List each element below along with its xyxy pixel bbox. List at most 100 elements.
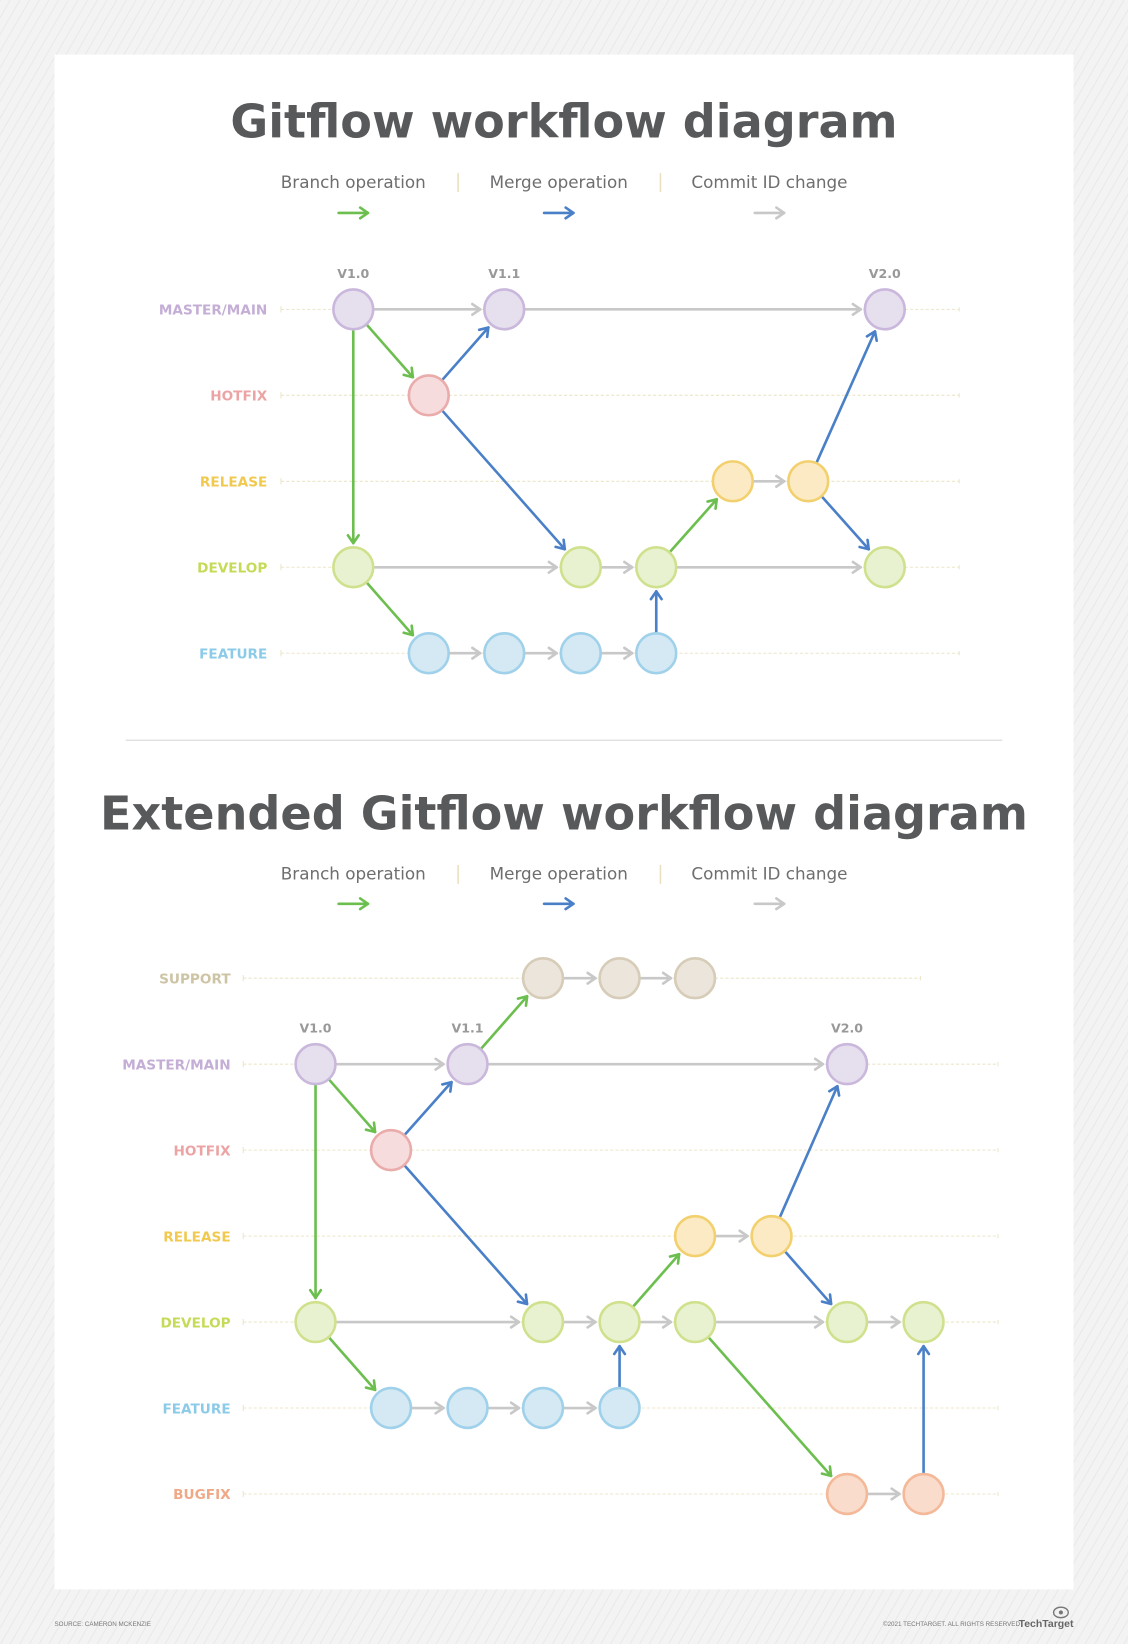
commit-node-develop [332, 546, 375, 589]
branch-label-support: SUPPORT [159, 971, 231, 987]
commit-edge [563, 1401, 597, 1415]
commit-node-support [521, 956, 565, 1000]
commit-edge [373, 560, 558, 574]
branch-edge [308, 1084, 323, 1300]
legend-branch-operation-label: Branch operation [281, 172, 426, 192]
version-tag: V1.0 [300, 1021, 332, 1036]
branch-label-hotfix: HOTFIX [174, 1143, 232, 1159]
version-tag: V1.0 [337, 266, 369, 281]
merge-edge [441, 326, 490, 381]
commit-edge [487, 1057, 825, 1071]
legend-merge-operation-arrow-icon [542, 897, 575, 911]
commit-node-support [598, 956, 641, 1000]
commit-node-feature [635, 631, 678, 675]
commit-node-develop [521, 1300, 565, 1344]
merge-edge [784, 1250, 833, 1306]
branch-edge [632, 1252, 681, 1308]
branch-label-hotfix: HOTFIX [210, 389, 268, 405]
commit-node-develop [559, 546, 603, 589]
copyright: ©2021 TECHTARGET. ALL RIGHTS RESERVED [883, 1620, 1021, 1628]
branch-label-feature: FEATURE [162, 1401, 230, 1417]
commit-node-feature [521, 1386, 565, 1430]
commit-node-master [446, 1042, 489, 1086]
extended-gitflow-diagram: SUPPORT MASTER/MAIN HOTFIX RELEASE DEVELOP FE… [122, 956, 999, 1516]
branch-edge [328, 1079, 377, 1134]
commit-edge [676, 560, 862, 574]
legend-commit-id-change-arrow-icon [753, 897, 786, 911]
diagram-title: Gitflow workflow diagram [230, 94, 897, 148]
commit-node-feature [369, 1386, 413, 1430]
merge-edge [403, 1164, 529, 1306]
commit-edge [448, 646, 482, 660]
commit-edge [373, 302, 482, 317]
version-tag: V2.0 [831, 1021, 863, 1036]
legend: Branch operation Merge operation Commit ID… [281, 172, 848, 220]
commit-edge [335, 1315, 521, 1329]
commit-edge [524, 302, 862, 317]
commit-node-master [483, 288, 526, 331]
commit-node-develop [294, 1300, 337, 1344]
merge-edge [821, 496, 871, 551]
version-tag: V1.1 [452, 1021, 484, 1036]
commit-node-master [863, 288, 907, 331]
branch-edge [366, 324, 415, 379]
merge-edge [441, 410, 567, 551]
version-tag: V1.1 [488, 266, 520, 281]
commit-node-release [750, 1214, 793, 1258]
commit-edge [639, 1315, 673, 1329]
branch-label-develop: DEVELOP [160, 1315, 230, 1331]
commit-node-release [673, 1214, 717, 1258]
legend-commit-id-change-label: Commit ID change [691, 172, 847, 192]
commit-node-master [294, 1042, 337, 1086]
branch-edge [707, 1336, 833, 1478]
commit-node-feature [559, 631, 603, 675]
commit-edge [335, 1057, 445, 1071]
commit-node-bugfix [902, 1472, 945, 1516]
commit-node-feature [483, 631, 526, 675]
branch-label-master: MASTER/MAIN [159, 303, 267, 319]
gitflow-diagram: MASTER/MAIN HOTFIX RELEASE DEVELOP FEATURE V1… [159, 266, 960, 675]
legend-branch-operation-label: Branch operation [281, 864, 426, 884]
techtarget-logo: TechTarget [1019, 1606, 1074, 1630]
legend-branch-operation-arrow-icon [337, 206, 370, 220]
commit-node-develop [598, 1300, 641, 1344]
commit-edge [752, 474, 786, 488]
merge-edge [649, 590, 663, 634]
commit-node-feature [446, 1386, 489, 1430]
commit-node-hotfix [369, 1128, 413, 1172]
commit-node-develop [902, 1300, 945, 1344]
commit-node-develop [863, 546, 907, 589]
commit-node-release [711, 460, 755, 503]
branch-edge [328, 1336, 377, 1392]
commit-edge [715, 1315, 825, 1329]
branch-label-feature: FEATURE [199, 646, 267, 662]
legend: Branch operation Merge operation Commit ID… [281, 864, 848, 911]
commit-node-develop [673, 1300, 717, 1344]
commit-edge [867, 1315, 901, 1329]
commit-node-release [787, 460, 830, 503]
commit-node-feature [407, 631, 450, 675]
commit-edge [867, 1487, 901, 1501]
branch-edge [480, 995, 529, 1050]
commit-edge [715, 1229, 749, 1243]
commit-edge [600, 560, 634, 574]
legend-commit-id-change-label: Commit ID change [691, 864, 847, 884]
legend-merge-operation-arrow-icon [542, 206, 575, 220]
commit-node-develop [635, 546, 678, 589]
source-credit: SOURCE: CAMERON MCKENZIE [55, 1621, 151, 1628]
merge-edge [612, 1344, 627, 1388]
branch-label-release: RELEASE [163, 1229, 230, 1245]
branch-label-master: MASTER/MAIN [122, 1057, 230, 1073]
svg-text:TechTarget: TechTarget [1019, 1619, 1074, 1630]
commit-edge [563, 1315, 597, 1329]
commit-edge [563, 971, 597, 985]
legend-branch-operation-arrow-icon [337, 897, 370, 911]
extended-diagram-title: Extended Gitflow workflow diagram [100, 786, 1028, 840]
merge-edge [404, 1080, 453, 1136]
merge-edge [916, 1344, 931, 1474]
merge-edge [815, 330, 878, 463]
commit-edge [524, 646, 558, 660]
commit-node-master [825, 1042, 869, 1086]
commit-node-bugfix [825, 1472, 869, 1516]
